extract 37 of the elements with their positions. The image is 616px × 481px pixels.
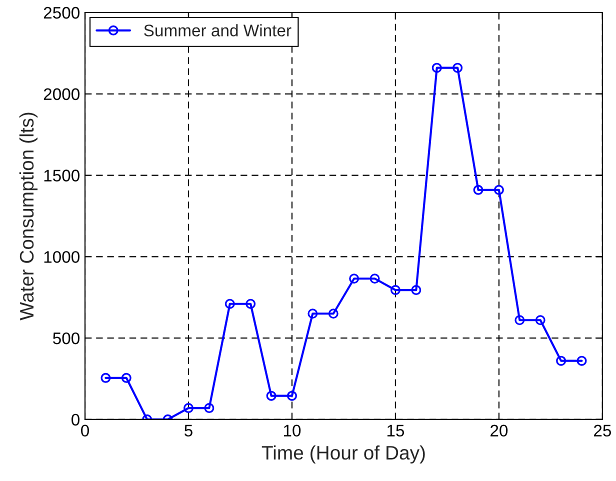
point	[432, 62, 442, 73]
point	[535, 315, 546, 326]
point	[328, 308, 338, 319]
point	[349, 274, 360, 284]
y-tick-label: 500	[53, 332, 80, 344]
point	[411, 285, 422, 296]
x-tick-label: 15	[387, 424, 404, 437]
point	[266, 390, 276, 401]
y-tick-label: 2500	[44, 6, 80, 19]
point	[224, 298, 235, 309]
point	[121, 372, 132, 383]
y-tick-label: 1000	[44, 251, 80, 263]
x-tick-label: 20	[490, 424, 508, 437]
x-axis-title: Time (Hour of Day)	[262, 445, 425, 464]
y-tick-label: 1500	[44, 170, 80, 182]
point	[390, 285, 400, 296]
point	[183, 403, 194, 414]
point	[308, 308, 318, 319]
x-tick-label: 10	[284, 424, 301, 437]
point	[286, 390, 297, 401]
x-tick-label: 25	[594, 424, 612, 437]
point	[246, 298, 256, 309]
y-tick-label: 0	[72, 414, 80, 426]
point	[556, 356, 566, 366]
point	[576, 356, 587, 366]
x-tick-label: 0	[81, 424, 89, 437]
point	[370, 274, 380, 284]
x-tick-label: 5	[184, 424, 192, 437]
legend-label: Summer and Winter	[144, 24, 292, 36]
point	[514, 315, 525, 326]
point	[204, 403, 214, 414]
point	[473, 184, 484, 195]
point	[100, 372, 111, 383]
y-axis-title: Water Consumption (lts)	[19, 112, 38, 320]
point	[452, 62, 463, 73]
y-tick-label: 2000	[44, 88, 80, 100]
point	[494, 184, 504, 195]
